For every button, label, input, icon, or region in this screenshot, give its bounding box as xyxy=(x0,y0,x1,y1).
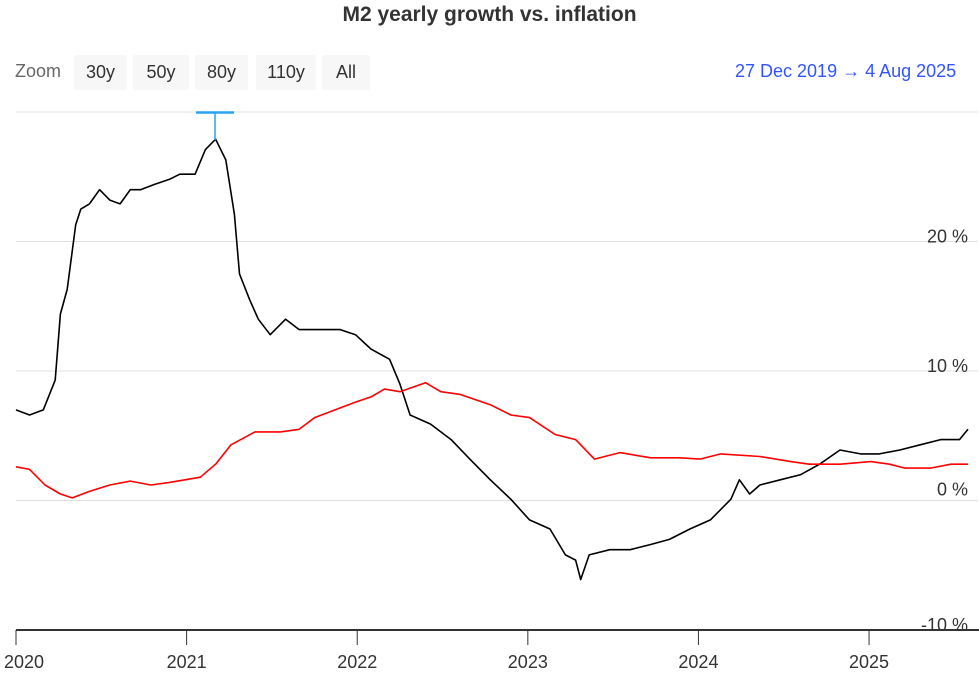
y-tick-label: 0 % xyxy=(937,480,968,500)
chart-title: M2 yearly growth vs. inflation xyxy=(342,3,637,26)
range-to[interactable]: 4 Aug 2025 xyxy=(865,61,957,81)
y-tick-label: -10 % xyxy=(921,615,968,635)
zoom-110y-button[interactable]: 110y xyxy=(256,55,316,90)
y-tick-label: 10 % xyxy=(927,356,968,376)
range-separator: → xyxy=(842,61,861,81)
m2-growth-line xyxy=(15,138,969,581)
y-tick-label: 20 % xyxy=(927,227,968,247)
x-tick-label: 2025 xyxy=(849,652,889,672)
inflation-line xyxy=(15,381,968,499)
zoom-all-button[interactable]: All xyxy=(322,55,370,90)
x-tick-label: 2020 xyxy=(4,652,44,672)
date-range[interactable]: 27 Dec 2019 → 4 Aug 2025 xyxy=(735,61,956,82)
zoom-80y-button[interactable]: 80y xyxy=(195,55,248,90)
x-tick-label: 2022 xyxy=(337,652,377,672)
zoom-30y-button[interactable]: 30y xyxy=(74,55,127,90)
x-tick-label: 2021 xyxy=(167,652,207,672)
range-from[interactable]: 27 Dec 2019 xyxy=(735,61,838,81)
x-tick-label: 2023 xyxy=(508,652,548,672)
zoom-50y-button[interactable]: 50y xyxy=(133,55,189,90)
x-tick-label: 2024 xyxy=(678,652,718,672)
zoom-label: Zoom xyxy=(15,61,62,81)
